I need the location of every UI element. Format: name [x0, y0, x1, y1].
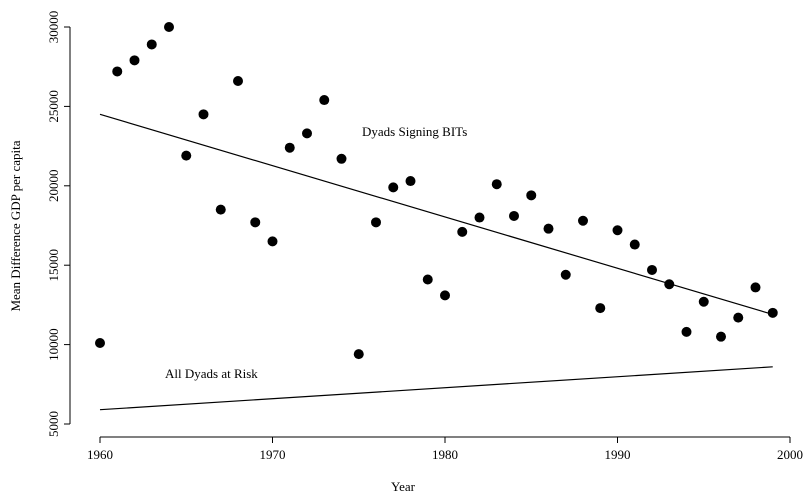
fit-line	[99, 113, 773, 316]
point	[629, 239, 640, 250]
point	[422, 274, 433, 285]
point	[181, 150, 192, 161]
x-tick-label: 1960	[87, 447, 113, 462]
point	[457, 226, 468, 237]
point	[198, 109, 209, 120]
point	[647, 264, 657, 275]
point	[664, 279, 675, 290]
x-tick-label: 1990	[605, 447, 631, 462]
point	[164, 22, 174, 32]
point	[612, 225, 623, 236]
point	[284, 142, 295, 153]
point	[440, 290, 450, 301]
point	[474, 212, 485, 223]
point	[405, 176, 416, 187]
y-tick-label: 30000	[46, 11, 61, 44]
point	[578, 215, 588, 226]
point	[371, 217, 381, 228]
point	[560, 269, 571, 280]
point	[509, 210, 519, 221]
y-tick-label: 15000	[46, 249, 61, 282]
y-tick-label: 10000	[46, 328, 61, 361]
y-axis-label: Mean Difference GDP per capita	[8, 140, 23, 311]
point	[526, 190, 537, 201]
x-tick-label: 1970	[260, 447, 286, 462]
point	[112, 66, 123, 77]
point	[267, 236, 278, 247]
point	[302, 128, 312, 139]
fit-line	[99, 366, 773, 411]
x-axis-label: Year	[391, 479, 416, 494]
point	[491, 179, 502, 190]
point	[146, 39, 157, 50]
point	[250, 217, 261, 228]
y-tick-label: 20000	[46, 170, 61, 203]
x-tick-label: 1980	[432, 447, 458, 462]
point	[233, 75, 243, 86]
point	[129, 55, 140, 66]
point	[698, 296, 709, 307]
point	[353, 349, 364, 360]
point	[681, 326, 692, 337]
annotation: All Dyads at Risk	[165, 366, 258, 381]
point	[767, 307, 778, 318]
point	[595, 303, 606, 314]
y-tick-label: 5000	[46, 411, 61, 437]
point	[716, 331, 726, 342]
point	[388, 182, 399, 193]
x-tick-label: 2000	[777, 447, 803, 462]
point	[733, 312, 744, 323]
point	[336, 153, 347, 164]
point	[95, 338, 105, 349]
point	[319, 95, 330, 106]
point	[215, 204, 226, 215]
y-tick-label: 25000	[46, 90, 61, 123]
point	[543, 223, 554, 234]
annotation: Dyads Signing BITs	[362, 124, 467, 139]
point	[750, 282, 761, 293]
